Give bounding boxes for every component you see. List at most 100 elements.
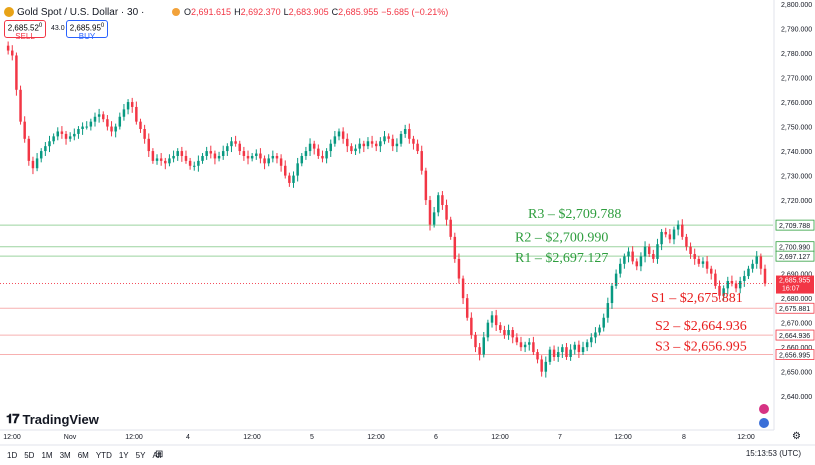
ohlc-high-label: H xyxy=(234,7,241,17)
candle-body xyxy=(486,322,490,338)
candle-body xyxy=(565,347,568,357)
range-5y[interactable]: 5Y xyxy=(135,451,146,460)
x-tick-label: 6 xyxy=(434,434,438,441)
candle-body xyxy=(540,359,543,372)
level-annotation-r1: R1 – $2,697.127 xyxy=(515,251,608,266)
candle-body xyxy=(722,288,725,296)
level-axis-label-r3: 2,709.788 xyxy=(779,223,810,230)
candle-body xyxy=(627,251,630,257)
candle-body xyxy=(271,155,275,159)
candle-body xyxy=(346,138,349,147)
gold-coin-icon xyxy=(4,7,14,17)
range-6m[interactable]: 6M xyxy=(77,451,89,460)
candle-body xyxy=(763,268,767,284)
candle-body xyxy=(362,143,366,147)
candle-body xyxy=(292,175,295,183)
symbol-header[interactable]: Gold Spot / U.S. Dollar · 30 · xyxy=(4,5,144,19)
candle-body xyxy=(693,254,696,259)
ohlc-close-label: C xyxy=(331,7,339,17)
symbol-title: Gold Spot / U.S. Dollar · 30 · xyxy=(17,6,145,18)
candle-body xyxy=(325,151,328,159)
candle-body xyxy=(631,251,634,262)
spread-value: 43.0 xyxy=(51,25,65,32)
candle-body xyxy=(656,244,659,259)
y-tick-label: 2,790.000 xyxy=(781,27,812,34)
level-axis-box-s3 xyxy=(775,349,815,360)
y-tick-label: 2,800.000 xyxy=(781,2,812,9)
range-5d[interactable]: 5D xyxy=(24,451,35,460)
candle-body xyxy=(511,330,514,338)
candle-body xyxy=(660,231,663,245)
candle-body xyxy=(213,153,217,159)
x-tick-label: 7 xyxy=(558,434,562,441)
candle-body xyxy=(333,136,337,144)
candle-body xyxy=(73,133,76,137)
candle-body xyxy=(6,45,10,51)
buy-button[interactable]: 2,685.950 BUY xyxy=(66,20,108,41)
candle-body xyxy=(573,344,576,350)
candle-body xyxy=(424,170,428,201)
candle-body xyxy=(499,325,502,331)
utc-clock[interactable]: 15:13:53 (UTC) xyxy=(745,449,801,458)
range-ytd[interactable]: YTD xyxy=(95,451,112,460)
candle-body xyxy=(288,175,291,183)
candle-body xyxy=(122,109,126,117)
buy-label: BUY xyxy=(78,31,96,41)
candle-body xyxy=(379,141,382,147)
ohlc-high-value: 2,692.370 xyxy=(240,7,281,17)
candle-body xyxy=(147,138,150,152)
candle-body xyxy=(317,148,320,156)
candle-body xyxy=(97,114,101,117)
range-all[interactable]: All xyxy=(152,451,162,460)
candle-body xyxy=(391,138,395,147)
gear-icon[interactable]: ⚙ xyxy=(792,431,801,442)
candle-body xyxy=(569,349,572,357)
candle-body xyxy=(403,129,407,134)
candle-body xyxy=(19,89,22,122)
candle-body xyxy=(159,158,163,161)
range-1y[interactable]: 1Y xyxy=(118,451,129,460)
candle-body xyxy=(106,119,109,127)
x-tick-label: 4 xyxy=(186,434,190,441)
candle-body xyxy=(544,361,548,372)
y-tick-label: 2,690.000 xyxy=(781,272,812,279)
candle-body xyxy=(515,337,519,343)
candle-body xyxy=(238,143,241,152)
level-axis-label-s2: 2,664.936 xyxy=(779,333,810,340)
candle-body xyxy=(110,126,113,132)
range-1d[interactable]: 1D xyxy=(7,451,18,460)
calendar-icon[interactable]: ⊞ xyxy=(155,449,164,460)
tradingview-logo[interactable]: 𝟏𝟕 TradingView xyxy=(6,411,99,427)
candle-body xyxy=(490,315,494,323)
candle-body xyxy=(180,151,184,156)
candle-body xyxy=(494,315,498,326)
sell-button[interactable]: 2,685.520 SELL xyxy=(4,20,46,40)
candle-body xyxy=(15,55,18,90)
y-tick-label: 2,730.000 xyxy=(781,174,812,181)
buy-price: 2,685.95 xyxy=(69,23,101,33)
range-3m[interactable]: 3M xyxy=(59,451,71,460)
tradingview-mark-icon: 𝟏𝟕 xyxy=(6,411,20,426)
candle-body xyxy=(635,261,639,267)
candle-body xyxy=(118,116,122,127)
ohlc-readout: O 2,691.615 H 2,692.370 L 2,683.905 C 2,685.… xyxy=(172,5,451,19)
candle-body xyxy=(714,273,717,286)
candle-body xyxy=(23,121,26,139)
candle-body xyxy=(598,327,601,333)
candle-body xyxy=(449,219,452,237)
candle-body xyxy=(296,163,299,176)
y-tick-label: 2,760.000 xyxy=(781,100,812,107)
candle-body xyxy=(470,317,473,335)
candle-body xyxy=(197,160,200,166)
candle-body xyxy=(168,158,171,164)
candle-body xyxy=(561,347,564,353)
candle-body xyxy=(308,143,312,152)
candle-body xyxy=(453,236,457,259)
range-1m[interactable]: 1M xyxy=(41,451,53,460)
candle-body xyxy=(623,256,626,264)
candle-body xyxy=(759,256,763,269)
flag-icon[interactable] xyxy=(759,418,769,428)
lightning-icon[interactable] xyxy=(759,404,769,414)
candle-body xyxy=(312,143,316,149)
